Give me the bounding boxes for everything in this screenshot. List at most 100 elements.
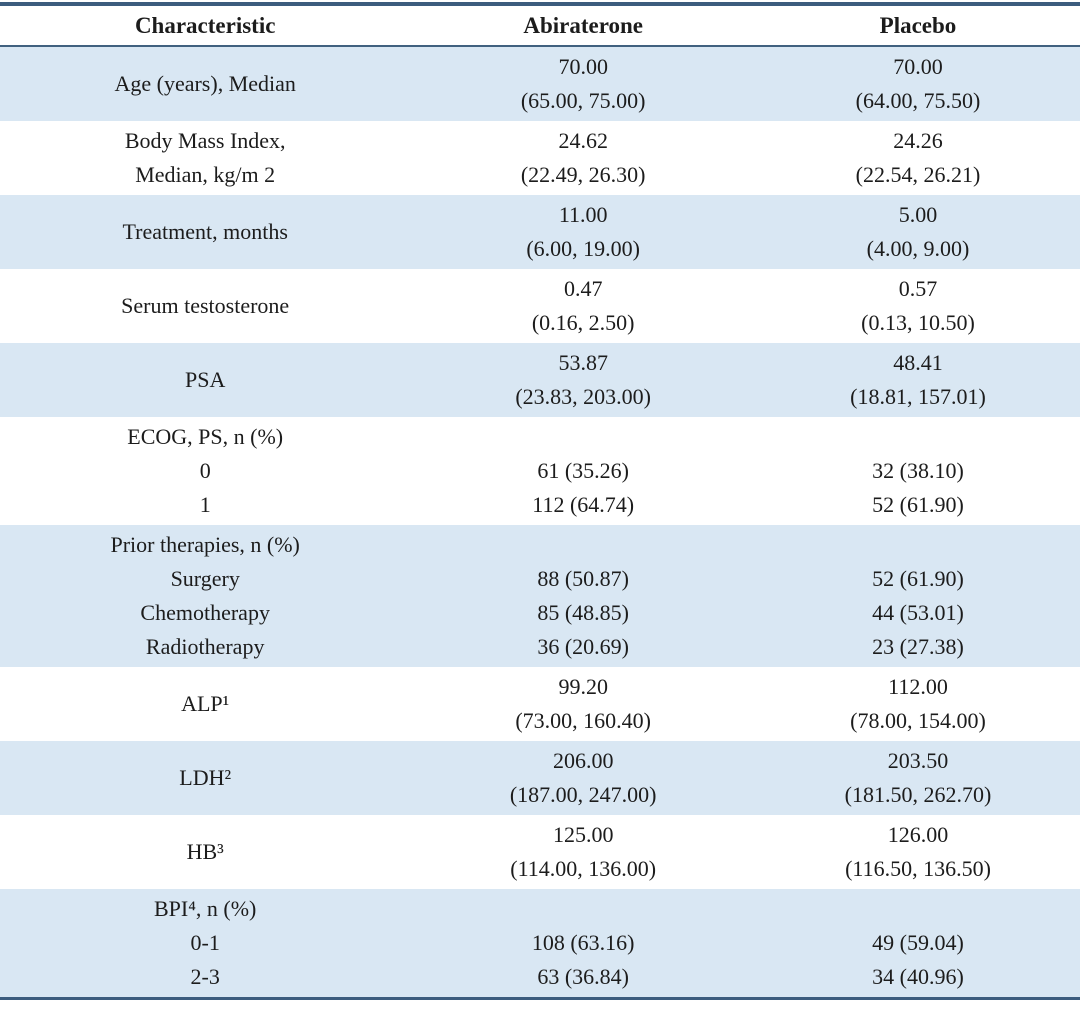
cell-line: 24.26 <box>893 128 943 153</box>
abiraterone-cell: 206.00 (187.00, 247.00) <box>410 744 756 812</box>
cell-line: 0 <box>199 458 211 483</box>
table-row: PSA 53.87 (23.83, 203.00) 48.41 (18.81, 157.… <box>0 343 1080 417</box>
abiraterone-cell: 99.20 (73.00, 160.40) <box>410 670 756 738</box>
cell-line: 34 (40.96) <box>872 964 964 989</box>
col-header-characteristic: Characteristic <box>134 12 276 38</box>
cell-line: 52 (61.90) <box>872 492 964 517</box>
placebo-cell: 0.57 (0.13, 10.50) <box>756 272 1080 340</box>
cell-line: ECOG, PS, n (%) <box>127 424 284 449</box>
cell-line: Prior therapies, n (%) <box>110 532 300 557</box>
cell-line: Serum testosterone <box>121 293 290 318</box>
abiraterone-cell: 108 (63.16) 63 (36.84) <box>410 892 756 994</box>
cell-line: 44 (53.01) <box>872 600 964 625</box>
cell-line: LDH² <box>179 765 232 790</box>
table-row: Serum testosterone 0.47 (0.16, 2.50) 0.57 (0… <box>0 269 1080 343</box>
cell-line: (6.00, 19.00) <box>526 236 641 261</box>
cell-line: 49 (59.04) <box>872 930 964 955</box>
placebo-cell: 126.00 (116.50, 136.50) <box>756 818 1080 886</box>
cell-line: 23 (27.38) <box>872 634 964 659</box>
abiraterone-cell: 0.47 (0.16, 2.50) <box>410 272 756 340</box>
placebo-cell: 32 (38.10) 52 (61.90) <box>756 420 1080 522</box>
abiraterone-cell: 70.00 (65.00, 75.00) <box>410 50 756 118</box>
cell-line <box>410 420 756 454</box>
cell-line: 70.00 <box>558 54 608 79</box>
table-row: Treatment, months 11.00 (6.00, 19.00) 5.00 (… <box>0 195 1080 269</box>
cell-line: (0.13, 10.50) <box>861 310 975 335</box>
cell-line: (65.00, 75.00) <box>520 88 646 113</box>
characteristic-cell: ECOG, PS, n (%) 0 1 <box>0 420 410 522</box>
abiraterone-cell: 24.62 (22.49, 26.30) <box>410 124 756 192</box>
cell-line: 11.00 <box>558 202 608 227</box>
characteristic-cell: HB³ <box>0 818 410 886</box>
characteristic-cell: LDH² <box>0 744 410 812</box>
table-row: LDH² 206.00 (187.00, 247.00) 203.50 (181.50,… <box>0 741 1080 815</box>
characteristic-cell: PSA <box>0 346 410 414</box>
cell-line: (187.00, 247.00) <box>509 782 657 807</box>
cell-line: (22.54, 26.21) <box>855 162 981 187</box>
table-row: ECOG, PS, n (%) 0 1 61 (35.26) 112 (64.74) … <box>0 417 1080 525</box>
cell-line: Median, kg/m 2 <box>135 162 276 187</box>
cell-line <box>756 420 1080 454</box>
cell-line: 24.62 <box>558 128 608 153</box>
placebo-cell: 112.00 (78.00, 154.00) <box>756 670 1080 738</box>
abiraterone-cell: 11.00 (6.00, 19.00) <box>410 198 756 266</box>
table-header: Characteristic Abiraterone Placebo <box>0 6 1080 45</box>
col-header-placebo: Placebo <box>879 12 957 38</box>
cell-line: 0-1 <box>190 930 220 955</box>
placebo-cell: 48.41 (18.81, 157.01) <box>756 346 1080 414</box>
cell-line: 206.00 <box>552 748 614 773</box>
cell-line: 108 (63.16) <box>531 930 635 955</box>
table-row: Prior therapies, n (%) Surgery Chemotherap… <box>0 525 1080 667</box>
characteristic-cell: Serum testosterone <box>0 272 410 340</box>
cell-line: 126.00 <box>887 822 949 847</box>
cell-line: Age (years), Median <box>114 71 296 96</box>
abiraterone-cell: 88 (50.87) 85 (48.85) 36 (20.69) <box>410 528 756 664</box>
bottom-rule <box>0 997 1080 1000</box>
cell-line: 48.41 <box>893 350 943 375</box>
cell-line: 0.47 <box>563 276 603 301</box>
cell-line: 88 (50.87) <box>537 566 630 591</box>
placebo-cell: 52 (61.90) 44 (53.01) 23 (27.38) <box>756 528 1080 664</box>
cell-line: 70.00 <box>893 54 943 79</box>
cell-line: 99.20 <box>558 674 608 699</box>
cell-line: ALP¹ <box>181 691 230 716</box>
cell-line: 52 (61.90) <box>872 566 964 591</box>
cell-line: 1 <box>199 492 211 517</box>
abiraterone-cell: 53.87 (23.83, 203.00) <box>410 346 756 414</box>
cell-line: 2-3 <box>190 964 220 989</box>
cell-line: Surgery <box>170 566 240 591</box>
cell-line: 5.00 <box>898 202 938 227</box>
cell-line: (78.00, 154.00) <box>850 708 986 733</box>
table-row: Age (years), Median 70.00 (65.00, 75.00) 70… <box>0 47 1080 121</box>
cell-line <box>756 892 1080 926</box>
characteristic-cell: Body Mass Index, Median, kg/m 2 <box>0 124 410 192</box>
characteristic-cell: ALP¹ <box>0 670 410 738</box>
cell-line: 85 (48.85) <box>537 600 630 625</box>
placebo-cell: 70.00 (64.00, 75.50) <box>756 50 1080 118</box>
cell-line: Body Mass Index, <box>124 128 286 153</box>
characteristic-cell: Treatment, months <box>0 198 410 266</box>
cell-line: (116.50, 136.50) <box>845 856 991 881</box>
cell-line: HB³ <box>186 839 224 864</box>
characteristic-cell: Prior therapies, n (%) Surgery Chemotherap… <box>0 528 410 664</box>
col-header-abiraterone: Abiraterone <box>523 12 644 38</box>
cell-line: 112.00 <box>888 674 948 699</box>
cell-line: (4.00, 9.00) <box>866 236 970 261</box>
table-row: ALP¹ 99.20 (73.00, 160.40) 112.00 (78.00, 15… <box>0 667 1080 741</box>
cell-line: Chemotherapy <box>140 600 270 625</box>
cell-line: (18.81, 157.01) <box>850 384 986 409</box>
table-row: Body Mass Index, Median, kg/m 2 24.62 (22.4… <box>0 121 1080 195</box>
cell-line <box>410 528 756 562</box>
cell-line: (114.00, 136.00) <box>510 856 657 881</box>
cell-line: 32 (38.10) <box>872 458 964 483</box>
cell-line: 125.00 <box>552 822 614 847</box>
cell-line: 203.50 <box>887 748 949 773</box>
abiraterone-cell: 125.00 (114.00, 136.00) <box>410 818 756 886</box>
characteristic-cell: Age (years), Median <box>0 50 410 118</box>
top-rule <box>0 2 1080 6</box>
table-body: Age (years), Median 70.00 (65.00, 75.00) 70… <box>0 47 1080 997</box>
cell-line: 36 (20.69) <box>537 634 630 659</box>
cell-line: 0.57 <box>898 276 938 301</box>
placebo-cell: 24.26 (22.54, 26.21) <box>756 124 1080 192</box>
